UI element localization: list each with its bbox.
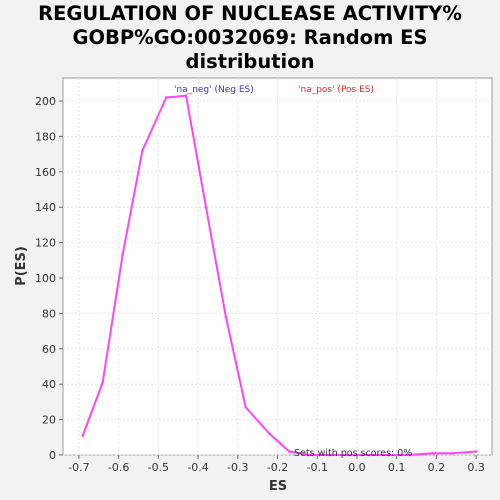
y-axis-label: P(ES) — [14, 246, 29, 286]
data-point — [288, 450, 291, 453]
data-point — [205, 206, 208, 209]
data-point — [141, 149, 144, 152]
x-tick-label: -0.5 — [148, 461, 169, 474]
legend-neg: 'na_neg' (Neg ES) — [174, 85, 254, 95]
data-point — [121, 254, 124, 257]
x-axis-label: ES — [269, 479, 287, 494]
pos-scores-annotation: Sets with pos scores: 0% — [294, 448, 412, 459]
data-point — [244, 406, 247, 409]
y-tick-label: 80 — [42, 307, 56, 320]
x-tick-label: -0.7 — [68, 461, 89, 474]
y-tick-label: 20 — [42, 414, 56, 427]
x-tick-label: 0.3 — [467, 461, 485, 474]
y-tick-label: 60 — [42, 343, 56, 356]
x-tick-label: -0.2 — [267, 461, 288, 474]
y-tick-label: 180 — [35, 130, 56, 143]
data-point — [225, 316, 228, 319]
x-tick-label: -0.4 — [187, 461, 208, 474]
x-tick-label: -0.6 — [108, 461, 129, 474]
data-point — [431, 452, 434, 455]
x-tick-label: 0.1 — [388, 461, 406, 474]
y-tick-label: 120 — [35, 237, 56, 250]
data-point — [101, 381, 104, 384]
legend-pos: 'na_pos' (Pos ES) — [298, 85, 374, 95]
data-point — [165, 96, 168, 99]
y-tick-label: 140 — [35, 201, 56, 214]
data-point — [82, 434, 85, 437]
x-tick-label: -0.3 — [227, 461, 248, 474]
y-tick-label: 160 — [35, 166, 56, 179]
y-tick-label: 200 — [35, 95, 56, 108]
x-tick-label: 0.2 — [428, 461, 446, 474]
data-point — [475, 450, 478, 453]
data-point — [451, 452, 454, 455]
x-tick-label: -0.1 — [306, 461, 327, 474]
y-tick-label: 100 — [35, 272, 56, 285]
y-tick-label: 0 — [49, 449, 56, 462]
y-tick-label: 40 — [42, 378, 56, 391]
x-tick-label: 0.0 — [348, 461, 366, 474]
data-point — [268, 432, 271, 435]
